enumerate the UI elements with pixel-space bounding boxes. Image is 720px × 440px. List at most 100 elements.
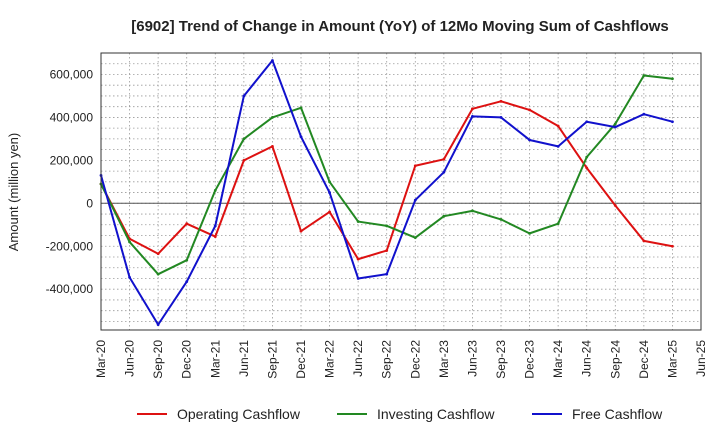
data-point-operating-cashflow [471,107,474,111]
y-tick-labels: -400,000 -200,000 0 200,000 400,000 600,000 [46,67,94,296]
x-tick-label: Sep-22 [380,340,394,379]
x-tick-label: Jun-22 [351,340,365,377]
plot-frame [100,52,702,331]
data-point-operating-cashflow [642,239,646,243]
data-point-investing-cashflow [242,137,246,141]
data-point-free-cashflow [328,191,331,194]
legend: Operating Cashflow Investing Cashflow Free… [137,406,663,422]
data-point-free-cashflow [499,116,503,119]
data-point-operating-cashflow [328,210,331,214]
x-tick-label: Dec-24 [637,340,651,379]
data-point-free-cashflow [413,198,417,202]
x-tick-label: Dec-21 [294,340,308,379]
x-tick-label: Dec-22 [408,340,422,379]
data-point-investing-cashflow [271,116,274,119]
data-point-free-cashflow [442,170,446,174]
x-tick-label: Dec-20 [180,340,194,379]
x-tick-label: Sep-20 [151,340,165,379]
data-point-operating-cashflow [613,204,617,207]
data-point-investing-cashflow [613,122,617,126]
data-point-operating-cashflow [271,145,274,148]
data-point-investing-cashflow [528,231,531,235]
data-point-operating-cashflow [299,229,303,233]
data-point-free-cashflow [356,277,360,280]
data-point-free-cashflow [585,120,589,124]
data-point-free-cashflow [471,114,474,118]
data-point-operating-cashflow [499,99,503,103]
x-tick-label: Mar-25 [665,340,679,378]
y-axis-label: Amount (million yen) [6,133,21,252]
data-point-free-cashflow [299,135,303,139]
y-tick-label: 400,000 [50,110,94,124]
y-tick-label: -200,000 [46,239,94,253]
x-tick-label: Mar-24 [551,340,565,378]
data-point-free-cashflow [671,120,674,124]
data-point-investing-cashflow [213,189,217,192]
data-point-operating-cashflow [213,235,217,238]
data-point-investing-cashflow [471,209,474,213]
x-tick-label: Sep-24 [608,340,622,379]
series-line-operating-cashflow [100,100,673,261]
legend-label-free-cashflow: Free Cashflow [572,406,663,422]
x-tick-label: Jun-23 [465,340,479,377]
data-point-investing-cashflow [156,272,160,276]
x-tick-label: Jun-24 [580,340,594,377]
data-point-free-cashflow [613,125,617,129]
data-point-operating-cashflow [442,157,446,161]
data-point-investing-cashflow [128,240,131,244]
x-tick-label: Jun-21 [237,340,251,377]
x-tick-label: Jun-25 [694,340,708,377]
x-tick-labels: Mar-20 Jun-20 Sep-20 Dec-20 Mar-21 Jun-21 Sep-… [94,340,708,379]
series-layer [99,59,674,327]
x-tick-label: Dec-23 [523,340,537,379]
data-point-operating-cashflow [585,166,589,170]
data-point-investing-cashflow [442,214,446,218]
data-point-free-cashflow [385,272,389,276]
x-tick-label: Sep-21 [265,340,279,379]
data-point-investing-cashflow [671,77,674,81]
data-point-operating-cashflow [156,252,160,256]
data-point-investing-cashflow [413,236,417,240]
data-point-free-cashflow [642,112,646,116]
data-point-free-cashflow [556,145,560,148]
x-tick-label: Mar-21 [208,340,222,378]
data-point-free-cashflow [213,224,217,228]
legend-label-investing-cashflow: Investing Cashflow [377,406,495,422]
data-point-investing-cashflow [585,155,589,159]
data-point-investing-cashflow [299,106,303,110]
data-point-free-cashflow [185,280,189,284]
x-tick-label: Mar-23 [437,340,451,378]
y-tick-label: 200,000 [50,153,94,167]
data-point-operating-cashflow [242,158,246,162]
y-tick-label: 600,000 [50,67,94,81]
data-point-free-cashflow [271,59,274,62]
data-point-operating-cashflow [385,249,389,252]
data-point-free-cashflow [156,323,160,327]
x-tick-label: Jun-20 [123,340,137,377]
data-point-free-cashflow [128,275,131,279]
data-point-operating-cashflow [528,108,531,112]
y-tick-label: -400,000 [46,282,94,296]
data-point-investing-cashflow [185,258,189,262]
data-point-operating-cashflow [356,257,360,261]
x-tick-label: Mar-22 [323,340,337,378]
data-point-investing-cashflow [328,180,331,184]
data-point-free-cashflow [242,94,246,98]
y-tick-label: 0 [86,196,93,210]
data-point-operating-cashflow [556,124,560,128]
chart-title: [6902] Trend of Change in Amount (YoY) o… [131,18,669,35]
x-tick-label: Mar-20 [94,340,108,378]
data-point-operating-cashflow [671,244,674,248]
data-point-investing-cashflow [385,224,389,228]
data-point-operating-cashflow [185,222,189,226]
data-point-operating-cashflow [413,164,417,168]
legend-label-operating-cashflow: Operating Cashflow [177,406,301,422]
data-point-free-cashflow [528,138,531,142]
grid-layer [100,52,702,330]
data-point-investing-cashflow [556,222,560,226]
x-tick-label: Sep-23 [494,340,508,379]
data-point-investing-cashflow [499,218,503,221]
data-point-investing-cashflow [642,74,646,77]
